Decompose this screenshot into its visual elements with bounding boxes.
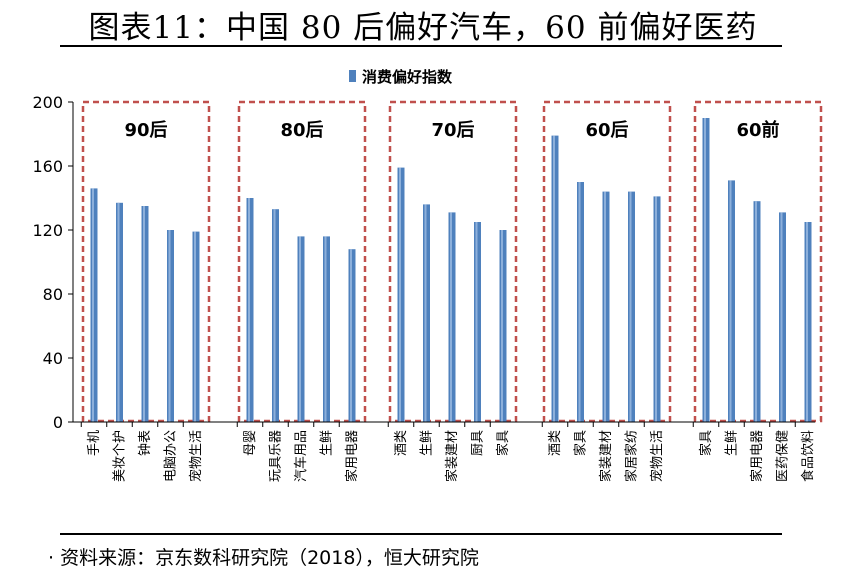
x-category-label: 家居家纺 xyxy=(624,430,640,482)
y-tick-label: 0 xyxy=(53,413,63,432)
group-boxes: 90后 80后 70后 60后 60前 xyxy=(81,100,823,423)
title-divider xyxy=(60,45,782,47)
bar-highlight xyxy=(553,135,555,422)
footer-divider xyxy=(60,533,782,535)
x-category-label: 家装建材 xyxy=(444,430,460,482)
x-category-label: 厨具 xyxy=(471,430,486,456)
x-category-label: 宠物生活 xyxy=(649,430,665,482)
page-title: 图表11：中国 80 后偏好汽车，60 前偏好医药 xyxy=(88,10,758,46)
bar-highlight xyxy=(424,204,427,422)
group-box xyxy=(693,100,823,423)
bar-highlight xyxy=(399,167,401,422)
bar-highlight xyxy=(273,209,276,422)
bar-highlight xyxy=(143,206,145,422)
y-axis: 0 40 80 120 160 200 xyxy=(32,93,74,432)
y-tick-label: 80 xyxy=(43,285,63,304)
legend: 消费偏好指数 xyxy=(349,68,453,86)
x-category-label: 家具 xyxy=(573,430,589,456)
x-category-label: 家具 xyxy=(495,430,511,456)
x-category-label: 母婴 xyxy=(243,430,258,456)
x-category-label: 生鲜 xyxy=(320,430,335,456)
bar-highlight xyxy=(350,249,352,422)
x-category-label: 汽车用品 xyxy=(293,430,309,482)
x-category-label: 生鲜 xyxy=(420,430,435,456)
x-category-label: 酒类 xyxy=(548,430,563,456)
x-category-label: 生鲜 xyxy=(725,430,740,456)
legend-swatch xyxy=(349,70,356,82)
x-category-label: 家装建材 xyxy=(598,430,614,482)
x-category-label: 钟表 xyxy=(137,430,153,456)
group-label: 90后 xyxy=(124,120,167,141)
bar-highlight xyxy=(604,191,606,422)
bar-highlight xyxy=(629,191,632,422)
group-label: 80后 xyxy=(280,120,323,141)
bar-highlight xyxy=(168,230,171,422)
x-category-label: 美妆个护 xyxy=(113,430,128,482)
y-tick-label: 160 xyxy=(32,157,63,176)
x-category-label: 电脑办公 xyxy=(164,430,179,482)
x-category-label: 家用电器 xyxy=(749,430,765,482)
x-category-label: 玩具乐器 xyxy=(269,430,284,482)
legend-label: 消费偏好指数 xyxy=(362,68,453,86)
group-box xyxy=(81,100,211,423)
bar-highlight xyxy=(806,222,808,422)
y-tick-label: 200 xyxy=(32,93,63,112)
group-box xyxy=(237,100,367,423)
chart: 消费偏好指数 0 40 80 120 160 200 90后 80后 70后 60后 60前 手机… xyxy=(32,68,823,482)
x-category-label: 食品饮料 xyxy=(800,430,816,482)
group-box xyxy=(542,100,672,423)
bars xyxy=(90,118,812,422)
y-tick-label: 120 xyxy=(32,221,63,240)
group-box xyxy=(388,100,518,423)
group-label: 70后 xyxy=(431,120,474,141)
bar-highlight xyxy=(194,231,196,422)
bar-highlight xyxy=(299,236,301,422)
bar-highlight xyxy=(755,201,757,422)
x-category-label: 家用电器 xyxy=(344,430,360,482)
bar-highlight xyxy=(117,202,120,422)
x-category-label: 家具 xyxy=(698,430,714,456)
bar-highlight xyxy=(92,188,94,422)
bar-highlight xyxy=(475,222,478,422)
bar-highlight xyxy=(248,198,250,422)
bar-highlight xyxy=(578,182,581,422)
x-category-label: 宠物生活 xyxy=(188,430,204,482)
bar-highlight xyxy=(501,230,503,422)
category-labels: 手机 美妆个护 钟表 电脑办公 宠物生活 母婴 玩具乐器 汽车用品 生鲜 家用电器 酒类 生鲜 家装建材… xyxy=(80,422,816,482)
y-tick-label: 40 xyxy=(43,349,63,368)
x-category-label: 医药保健 xyxy=(776,430,791,482)
bar-highlight xyxy=(704,118,706,422)
bar-highlight xyxy=(450,212,452,422)
group-label: 60前 xyxy=(736,119,779,141)
bar-highlight xyxy=(324,236,327,422)
x-category-label: 手机 xyxy=(87,430,102,456)
source-note: · 资料来源：京东数科研究院（2018），恒大研究院 xyxy=(48,547,479,569)
bar-highlight xyxy=(655,196,657,422)
bar-highlight xyxy=(780,212,783,422)
bar-highlight xyxy=(729,180,732,422)
x-category-label: 酒类 xyxy=(394,430,409,456)
group-label: 60后 xyxy=(585,120,628,141)
